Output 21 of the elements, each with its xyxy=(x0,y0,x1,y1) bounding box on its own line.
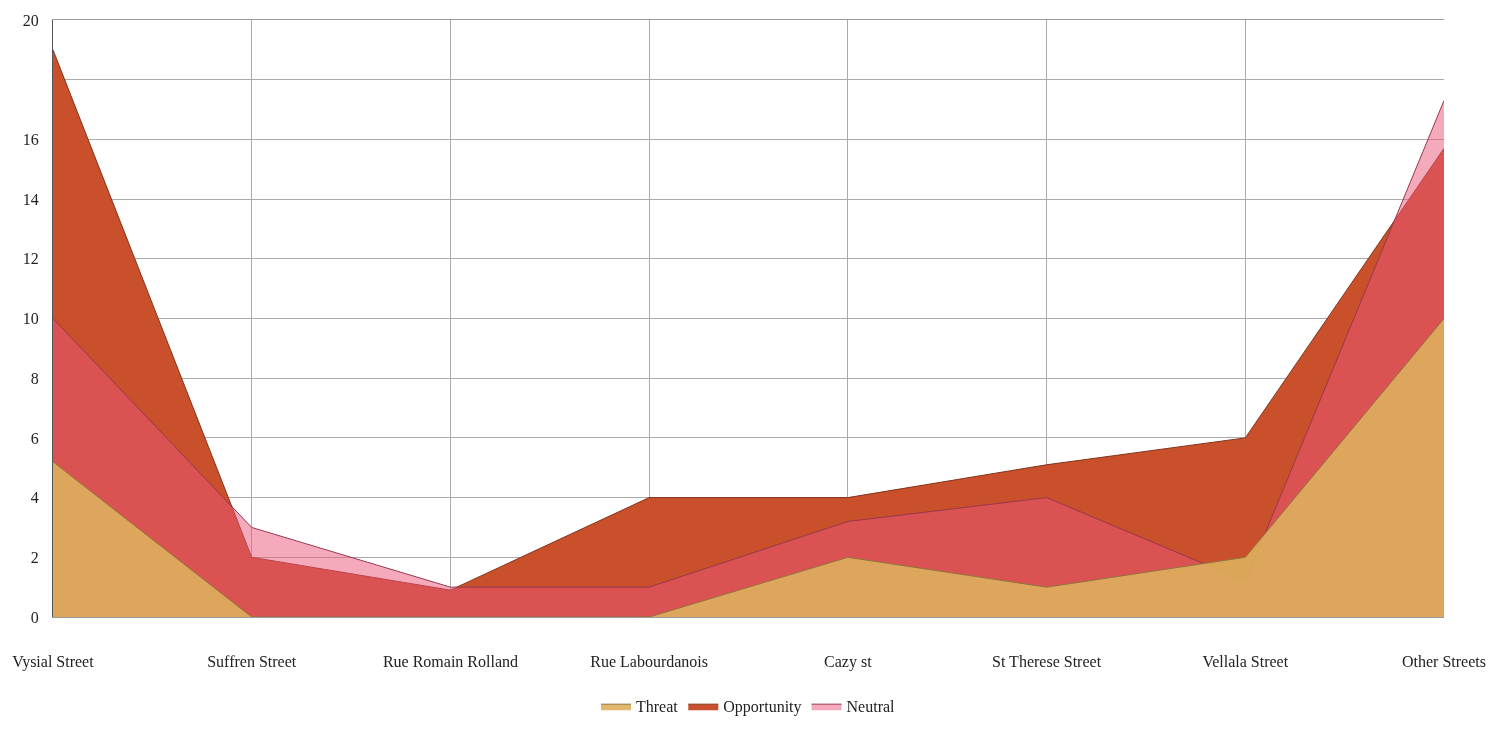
x-tick-label: Cazy st xyxy=(824,653,873,672)
y-tick-label: 8 xyxy=(30,369,39,387)
legend-label: Opportunity xyxy=(723,698,802,717)
x-tick-label: Vysial Street xyxy=(12,653,95,672)
x-tick-label: Rue Romain Rolland xyxy=(382,653,518,671)
y-tick-label: 0 xyxy=(30,608,39,626)
legend-label: Threat xyxy=(636,698,679,716)
x-tick-label: St Therese Street xyxy=(992,653,1102,671)
y-tick-label: 6 xyxy=(30,429,39,447)
x-tick-label: Vellala Street xyxy=(1202,653,1289,671)
y-tick-label: 20 xyxy=(22,11,39,29)
y-tick-label: 12 xyxy=(22,250,39,268)
y-tick-label: 10 xyxy=(22,310,39,328)
y-tick-label: 14 xyxy=(22,190,39,208)
x-tick-label: Rue Labourdanois xyxy=(590,653,709,671)
x-tick-label: Other Streets xyxy=(1402,653,1486,671)
y-tick-label: 2 xyxy=(30,548,39,566)
x-tick-label: Suffren Street xyxy=(207,653,297,671)
y-tick-label: 16 xyxy=(22,131,39,148)
legend-label: Neutral xyxy=(846,698,896,716)
y-tick-label: 4 xyxy=(30,489,39,507)
